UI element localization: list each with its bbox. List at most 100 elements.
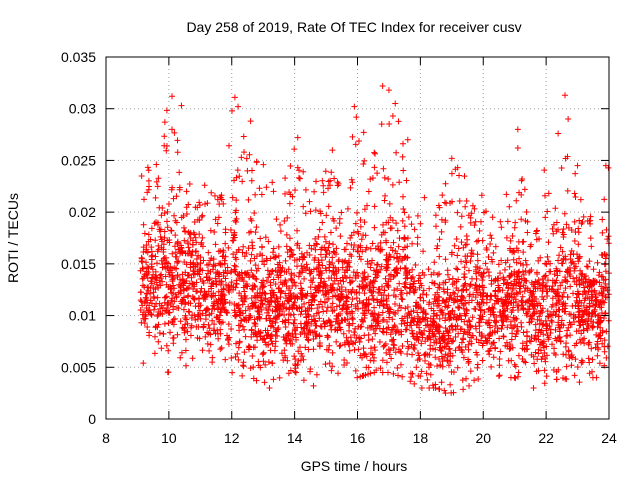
data-point: [203, 274, 210, 281]
data-point: [446, 276, 453, 283]
data-point: [448, 294, 455, 301]
data-point: [404, 338, 411, 345]
data-point: [249, 352, 256, 359]
data-point: [360, 129, 367, 136]
data-point: [353, 295, 360, 302]
data-point: [139, 275, 146, 282]
data-point: [153, 178, 160, 185]
data-point: [264, 298, 271, 305]
data-point: [307, 368, 314, 375]
data-point: [153, 281, 160, 288]
data-point: [542, 272, 549, 279]
data-point: [462, 203, 469, 210]
data-point: [519, 340, 526, 347]
data-point: [314, 305, 321, 312]
data-point: [591, 287, 598, 294]
data-point: [463, 197, 470, 204]
data-point: [156, 305, 163, 312]
data-point: [289, 252, 296, 259]
data-point: [453, 285, 460, 292]
data-point: [392, 267, 399, 274]
data-point: [540, 296, 547, 303]
data-point: [278, 267, 285, 274]
data-point: [541, 344, 548, 351]
data-point: [297, 311, 304, 318]
data-point: [251, 292, 258, 299]
data-point: [415, 272, 422, 279]
data-point: [188, 324, 195, 331]
data-point: [347, 279, 354, 286]
data-point: [533, 269, 540, 276]
data-point: [361, 269, 368, 276]
data-point: [526, 269, 533, 276]
data-point: [211, 192, 218, 199]
data-point: [196, 335, 203, 342]
data-point: [347, 184, 354, 191]
data-point: [573, 274, 580, 281]
data-point: [257, 235, 264, 242]
data-point: [199, 347, 206, 354]
data-point: [240, 133, 247, 140]
data-point: [533, 236, 540, 243]
data-point: [404, 136, 411, 143]
data-point: [204, 277, 211, 284]
data-point: [326, 342, 333, 349]
data-point: [424, 336, 431, 343]
data-point: [312, 207, 319, 214]
data-point: [404, 243, 411, 250]
data-point: [437, 340, 444, 347]
data-point: [284, 330, 291, 337]
data-point: [601, 299, 608, 306]
data-point: [499, 302, 506, 309]
data-point: [433, 296, 440, 303]
data-point: [468, 297, 475, 304]
data-point: [281, 347, 288, 354]
data-point: [174, 137, 181, 144]
data-point: [593, 278, 600, 285]
data-point: [337, 342, 344, 349]
data-point: [510, 304, 517, 311]
data-point: [188, 274, 195, 281]
data-point: [281, 268, 288, 275]
data-point: [324, 332, 331, 339]
data-point: [372, 330, 379, 337]
data-point: [193, 256, 200, 263]
data-point: [340, 330, 347, 337]
data-point: [169, 126, 176, 133]
data-point: [193, 239, 200, 246]
data-point: [444, 358, 451, 365]
data-point: [292, 282, 299, 289]
data-point: [532, 230, 539, 237]
data-point: [215, 288, 222, 295]
data-point: [235, 247, 242, 254]
data-point: [313, 289, 320, 296]
data-point: [555, 226, 562, 233]
data-point: [466, 291, 473, 298]
data-point: [454, 266, 461, 273]
data-point: [184, 285, 191, 292]
data-point: [509, 344, 516, 351]
data-point: [361, 314, 368, 321]
data-point: [575, 229, 582, 236]
data-point: [291, 257, 298, 264]
data-point: [258, 294, 265, 301]
data-point: [350, 246, 357, 253]
data-point: [182, 347, 189, 354]
data-point: [296, 305, 303, 312]
data-point: [256, 330, 263, 337]
data-point: [386, 200, 393, 207]
data-point: [441, 343, 448, 350]
data-point: [495, 261, 502, 268]
data-point: [415, 336, 422, 343]
data-point: [192, 234, 199, 241]
data-point: [539, 321, 546, 328]
data-point: [528, 241, 535, 248]
data-point: [167, 267, 174, 274]
data-point: [390, 345, 397, 352]
data-point: [195, 252, 202, 259]
data-point: [191, 231, 198, 238]
data-point: [504, 218, 511, 225]
data-point: [402, 265, 408, 272]
data-point: [253, 253, 260, 260]
